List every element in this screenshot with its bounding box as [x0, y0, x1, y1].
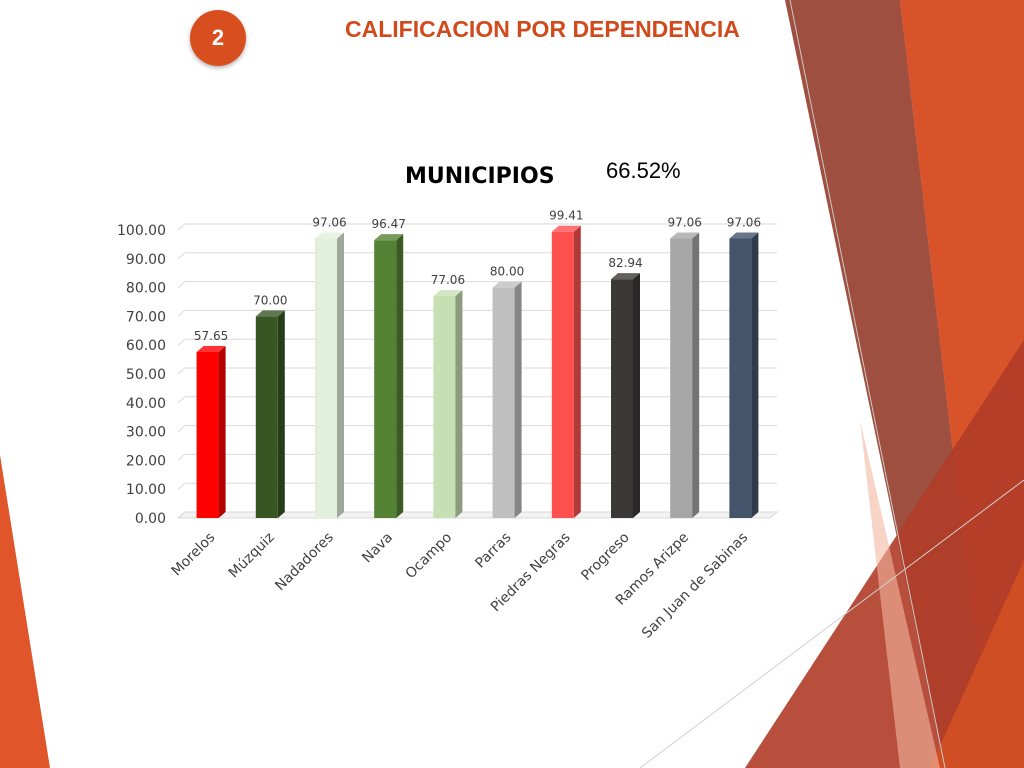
y-tick-label: 40.00 [126, 396, 166, 412]
gridline-depth [177, 281, 186, 288]
bar-side [218, 345, 226, 518]
bar-top [551, 225, 581, 232]
gridline-depth [177, 482, 186, 490]
bar-top [670, 232, 700, 239]
gridline-depth [177, 223, 186, 231]
x-tick-label: Nava [359, 530, 396, 567]
bar [196, 351, 219, 518]
data-label: 97.06 [668, 215, 702, 229]
bar-side [633, 273, 640, 518]
y-tick-label: 70.00 [126, 309, 166, 325]
bar-side [337, 232, 344, 518]
y-tick-label: 0.00 [135, 511, 166, 527]
bar-top [729, 232, 759, 239]
bar-side [514, 281, 522, 518]
gridline-depth [177, 367, 186, 375]
data-label: 97.06 [727, 215, 761, 229]
data-label: 82.94 [608, 256, 642, 270]
bar [315, 238, 337, 518]
gridline-depth [177, 396, 186, 404]
bar-top [611, 273, 640, 280]
gridline-depth [177, 252, 186, 260]
x-tick-label: Nadadores [272, 530, 337, 595]
y-tick-label: 10.00 [126, 482, 166, 498]
bar [670, 238, 693, 518]
y-tick-label: 60.00 [126, 338, 166, 354]
y-tick-label: 30.00 [126, 425, 166, 441]
bar [492, 287, 515, 518]
bar-top [374, 234, 404, 241]
gridline-depth [177, 425, 186, 432]
data-label: 97.06 [312, 215, 346, 229]
bar-top [315, 232, 344, 239]
bar [374, 240, 397, 519]
gridline-depth [177, 310, 186, 317]
bar [611, 279, 633, 518]
bar [255, 316, 278, 518]
slide-number-badge: 2 [190, 10, 246, 66]
bar [729, 238, 752, 518]
y-tick-label: 50.00 [126, 367, 166, 383]
gridline-depth [177, 338, 186, 346]
x-tick-label: Parras [472, 530, 514, 572]
bar-side [692, 232, 700, 518]
bar-side [573, 225, 581, 518]
slide-title: CALIFICACION POR DEPENDENCIA [345, 16, 740, 42]
bar-side [751, 232, 759, 518]
bar-side [277, 310, 285, 518]
bar-side [396, 234, 404, 519]
x-tick-label: San Juan de Sabinas [639, 530, 751, 642]
bar-top [492, 281, 522, 288]
data-label: 99.41 [549, 209, 583, 223]
x-tick-label: Morelos [169, 530, 219, 580]
bar [551, 231, 574, 518]
data-label: 57.65 [194, 329, 228, 343]
overall-percent: 66.52% [606, 158, 681, 183]
data-label: 96.47 [372, 217, 406, 231]
bar-side [455, 290, 463, 518]
y-tick-label: 90.00 [126, 252, 166, 268]
y-tick-label: 100.00 [117, 223, 166, 239]
bar-top [255, 310, 285, 317]
data-label: 70.00 [253, 293, 287, 307]
bar [433, 296, 456, 518]
x-tick-label: Progreso [578, 530, 632, 584]
gridline-depth [177, 454, 186, 461]
data-label: 77.06 [431, 273, 465, 287]
bar-top [196, 345, 226, 352]
data-label: 80.00 [490, 265, 524, 279]
bar-top [433, 290, 463, 297]
y-tick-label: 20.00 [126, 453, 166, 469]
x-tick-label: Ocampo [403, 530, 456, 583]
x-tick-label: Múzquiz [226, 530, 278, 582]
y-tick-label: 80.00 [126, 281, 166, 297]
chart-title: MUNICIPIOS [405, 164, 555, 189]
